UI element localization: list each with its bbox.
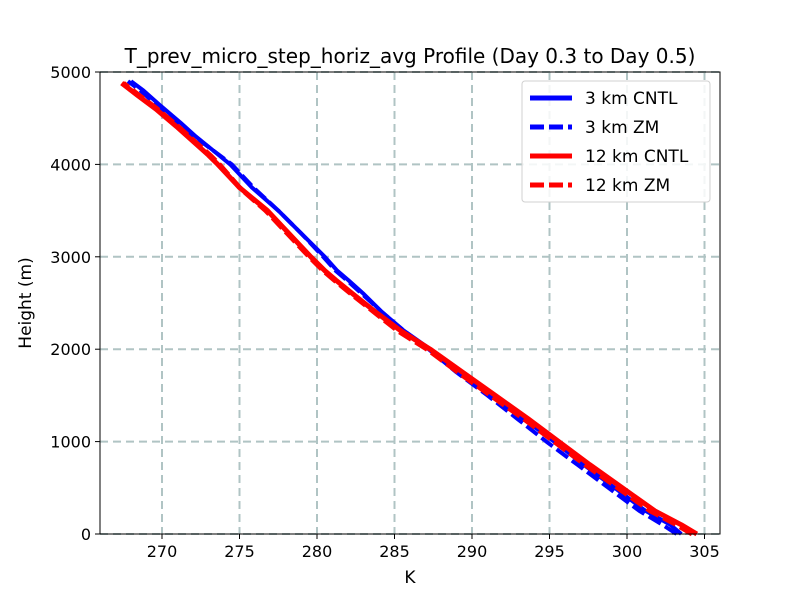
y-tick-label: 5000 <box>50 63 91 82</box>
series-group <box>120 79 699 537</box>
y-tick-label: 2000 <box>50 340 91 359</box>
x-tick-label: 285 <box>379 542 410 561</box>
x-tick-label: 305 <box>689 542 720 561</box>
x-tick-label: 270 <box>147 542 178 561</box>
series-line-3-km-zm <box>126 79 678 536</box>
plot-frame <box>99 71 721 535</box>
y-axis-label: Height (m) <box>16 257 36 348</box>
legend: 3 km CNTL 3 km ZM 12 km CNTL 12 km ZM <box>521 80 711 203</box>
x-tick-label: 280 <box>302 542 333 561</box>
x-tick-label: 300 <box>612 542 643 561</box>
legend-label-12-km-zm: 12 km ZM <box>585 176 670 196</box>
x-tick-label: 295 <box>534 542 565 561</box>
y-tick-label: 3000 <box>50 248 91 267</box>
legend-box <box>521 80 711 203</box>
grid <box>100 71 720 535</box>
series-line-12-km-zm <box>121 81 694 537</box>
ticks: 270 275 280 285 290 295 300 305 0 1000 2000 3000 400… <box>50 63 719 561</box>
legend-label-3-km-zm: 3 km ZM <box>585 118 659 138</box>
x-axis-label: K <box>404 568 416 588</box>
x-tick-label: 275 <box>224 542 255 561</box>
legend-label-12-km-cntl: 12 km CNTL <box>585 147 689 167</box>
legend-label-3-km-cntl: 3 km CNTL <box>585 89 678 109</box>
y-tick-label: 4000 <box>50 155 91 174</box>
y-tick-label: 1000 <box>50 433 91 452</box>
x-tick-label: 290 <box>457 542 488 561</box>
y-tick-label: 0 <box>81 525 91 544</box>
chart-title: T_prev_micro_step_horiz_avg Profile (Day… <box>124 44 696 68</box>
